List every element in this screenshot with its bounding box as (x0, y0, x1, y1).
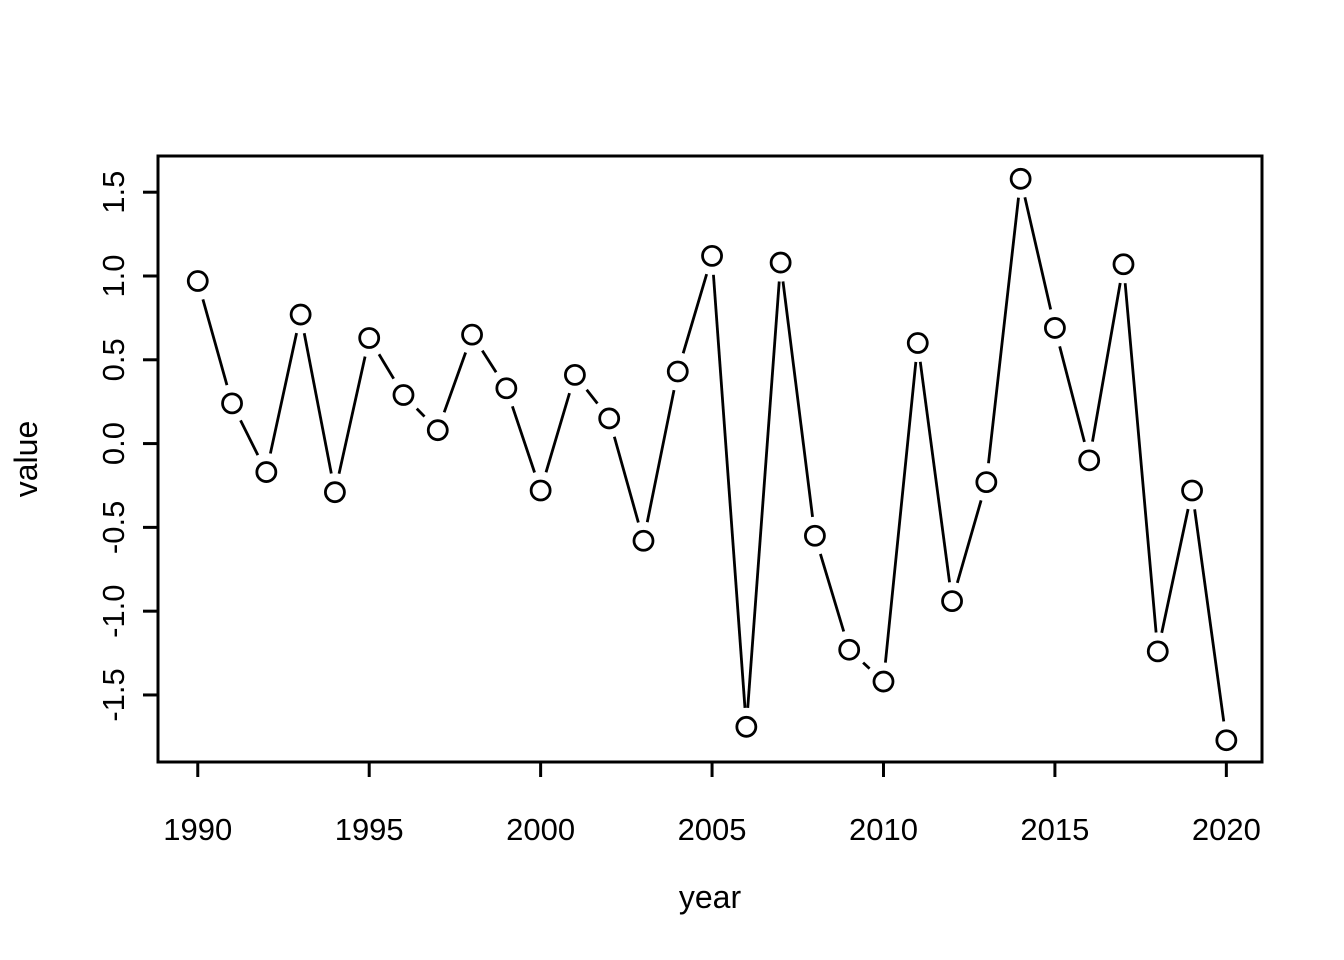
data-point-marker (1215, 729, 1238, 752)
data-point-marker (495, 377, 518, 400)
line-segment (201, 298, 229, 386)
data-point-marker (564, 363, 586, 386)
x-axis-tick-label: 1990 (163, 812, 232, 847)
line-segment (612, 436, 640, 523)
line-segment (511, 405, 536, 473)
y-axis-tick-label: -1.5 (96, 668, 131, 721)
data-point-marker (632, 529, 655, 552)
data-point-marker (1146, 640, 1169, 663)
data-point-marker (701, 244, 723, 267)
line-segment (544, 392, 571, 473)
plot-area: 1990 1995 2000 2005 2010 2015 2020 -1.5 -1.0 -0.5… (96, 154, 1264, 847)
data-point-marker (838, 638, 861, 661)
y-axis-tick-label: 0.0 (96, 422, 131, 465)
data-point-marker (1009, 167, 1032, 190)
data-point-marker (426, 419, 449, 442)
line-segment (712, 274, 747, 708)
line-segment (1193, 509, 1226, 722)
line-segment (1058, 345, 1086, 443)
line-segment (302, 332, 333, 474)
data-point-marker (1078, 449, 1101, 472)
data-point-marker (804, 524, 826, 547)
y-axis-tick-label: 1.5 (96, 171, 131, 214)
line-segment (746, 281, 781, 708)
data-point-marker (906, 332, 929, 354)
data-point-marker (289, 303, 312, 326)
line-segment (645, 389, 676, 523)
data-point-marker (872, 670, 895, 693)
line-segment (1091, 282, 1122, 442)
line-segment (239, 419, 260, 456)
line-segment (781, 281, 814, 518)
line-segment (918, 361, 951, 583)
line-segment (884, 361, 918, 663)
data-point-marker (769, 251, 792, 274)
line-segment (987, 197, 1020, 464)
x-axis-tick-label: 2010 (849, 812, 918, 847)
data-point-marker (186, 270, 209, 292)
x-axis-tick-label: 2005 (678, 812, 747, 847)
line-segment (481, 349, 498, 374)
data-point-marker (529, 479, 552, 502)
y-axis-tick-label: 1.0 (96, 254, 131, 297)
line-segment (377, 353, 395, 380)
y-axis-tick-label: -1.0 (96, 584, 131, 637)
line-segment (585, 388, 599, 405)
data-point-marker (324, 481, 346, 504)
line-segment (819, 553, 846, 632)
line-segment (1160, 508, 1190, 634)
x-axis-tick-label: 2000 (506, 812, 575, 847)
line-segment (337, 356, 367, 474)
data-point-marker (461, 323, 483, 346)
data-point-marker (975, 471, 998, 494)
line-segment (269, 332, 298, 454)
data-point-marker (666, 360, 689, 383)
data-point-marker (598, 407, 621, 430)
x-axis-label: year (679, 879, 742, 915)
data-point-marker (392, 384, 415, 406)
y-axis-label: value (8, 421, 44, 498)
x-axis-tick-label: 2020 (1192, 812, 1261, 847)
data-point-marker (735, 715, 758, 738)
line-segment (1023, 196, 1053, 310)
line-segment (955, 499, 983, 584)
data-point-marker (1044, 317, 1066, 339)
x-axis-tick-label: 2015 (1020, 812, 1089, 847)
line-segment (862, 661, 871, 670)
y-axis-tick-label: -0.5 (96, 501, 131, 554)
data-point-marker (1112, 253, 1135, 276)
line-segment (415, 407, 426, 418)
line-segment (1123, 283, 1158, 633)
line-segment (681, 273, 708, 354)
data-point-marker (358, 327, 381, 349)
data-point-marker (255, 461, 278, 483)
data-point-marker (941, 590, 963, 613)
data-point-marker (221, 392, 243, 415)
y-axis-tick-label: 0.5 (96, 338, 131, 381)
line-segment (442, 352, 467, 413)
x-axis-tick-label: 1995 (335, 812, 404, 847)
plot-box (156, 154, 1264, 764)
data-point-marker (1181, 479, 1203, 502)
